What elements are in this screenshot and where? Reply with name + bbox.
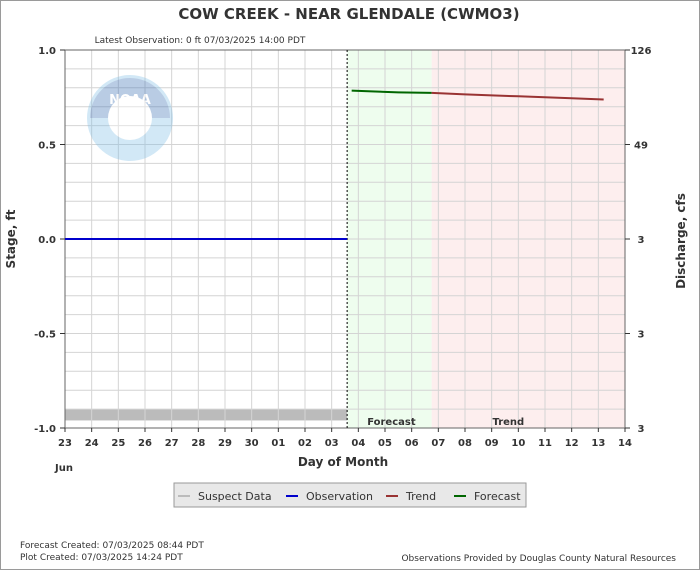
y2-tick-label: 126 — [631, 46, 652, 57]
x-tick-label: 12 — [565, 438, 579, 449]
y-axis-label: Stage, ft — [4, 209, 18, 268]
legend: Suspect Data Observation Trend Forecast — [173, 482, 527, 508]
x-tick-label: 25 — [111, 438, 125, 449]
x-tick-label: 04 — [351, 438, 365, 449]
x-tick-label: 30 — [245, 438, 259, 449]
series-forecast — [351, 89, 432, 94]
x-tick-label: 23 — [58, 438, 72, 449]
trend-region-label: Trend — [492, 417, 524, 428]
x-tick-label: 26 — [138, 438, 152, 449]
x-axis-ticks: 23 24 25 26 27 28 29 30 01 02 03 04 05 06 07 08 09 10 11 12… — [58, 428, 632, 449]
x-tick-label: 01 — [271, 438, 285, 449]
x-tick-label: 06 — [405, 438, 419, 449]
noaa-logo-text: NOAA — [109, 93, 151, 108]
y-tick-label: 1.0 — [38, 46, 56, 57]
x-axis-label: Day of Month — [298, 455, 388, 469]
series-layer — [65, 89, 604, 240]
x-tick-label: 03 — [325, 438, 339, 449]
y2-tick-label: 49 — [634, 141, 648, 152]
x-tick-label: 11 — [538, 438, 552, 449]
x-tick-label: 02 — [298, 438, 312, 449]
provider-credit: Observations Provided by Douglas County … — [401, 554, 676, 564]
x-tick-label: 28 — [191, 438, 205, 449]
x-tick-label: 29 — [218, 438, 232, 449]
x-tick-label: 14 — [618, 438, 632, 449]
noaa-logo: NOAA — [87, 75, 173, 161]
x-tick-label: 24 — [85, 438, 99, 449]
series-trend — [431, 91, 604, 101]
forecast-region-label: Forecast — [367, 417, 416, 428]
suspect-data-band — [65, 409, 348, 421]
plot-created: Plot Created: 07/03/2025 14:24 PDT — [20, 553, 183, 563]
forecast-created: Forecast Created: 07/03/2025 08:44 PDT — [20, 541, 204, 551]
legend-label-suspect-data: Suspect Data — [198, 490, 272, 503]
latest-observation: Latest Observation: 0 ft 07/03/2025 14:0… — [95, 36, 306, 46]
y2-tick-label: 3 — [638, 330, 645, 341]
y-tick-label: -1.0 — [34, 424, 56, 435]
y2-tick-label: 3 — [638, 235, 645, 246]
legend-label-trend: Trend — [405, 490, 436, 503]
x-tick-label: 07 — [431, 438, 445, 449]
legend-label-forecast: Forecast — [474, 490, 521, 503]
x-tick-label: 27 — [165, 438, 179, 449]
y-axis-ticks: -1.0 -0.5 0.0 0.5 1.0 — [34, 46, 65, 435]
x-tick-label: 09 — [485, 438, 499, 449]
legend-label-observation: Observation — [306, 490, 373, 503]
x-tick-label: 10 — [511, 438, 525, 449]
x-tick-label: 08 — [458, 438, 472, 449]
y-tick-label: -0.5 — [34, 330, 56, 341]
legend-box — [173, 482, 527, 508]
y2-axis-ticks: 3 3 3 49 126 — [625, 46, 651, 435]
x-tick-label: 05 — [378, 438, 392, 449]
y2-tick-label: 3 — [638, 424, 645, 435]
y-tick-label: 0.5 — [38, 141, 56, 152]
x-tick-label: 13 — [591, 438, 605, 449]
month-label: Jun — [54, 463, 73, 474]
y-tick-label: 0.0 — [38, 235, 56, 246]
chart-title: COW CREEK - NEAR GLENDALE (CWMO3) — [178, 5, 519, 23]
y2-axis-label: Discharge, cfs — [674, 193, 688, 289]
